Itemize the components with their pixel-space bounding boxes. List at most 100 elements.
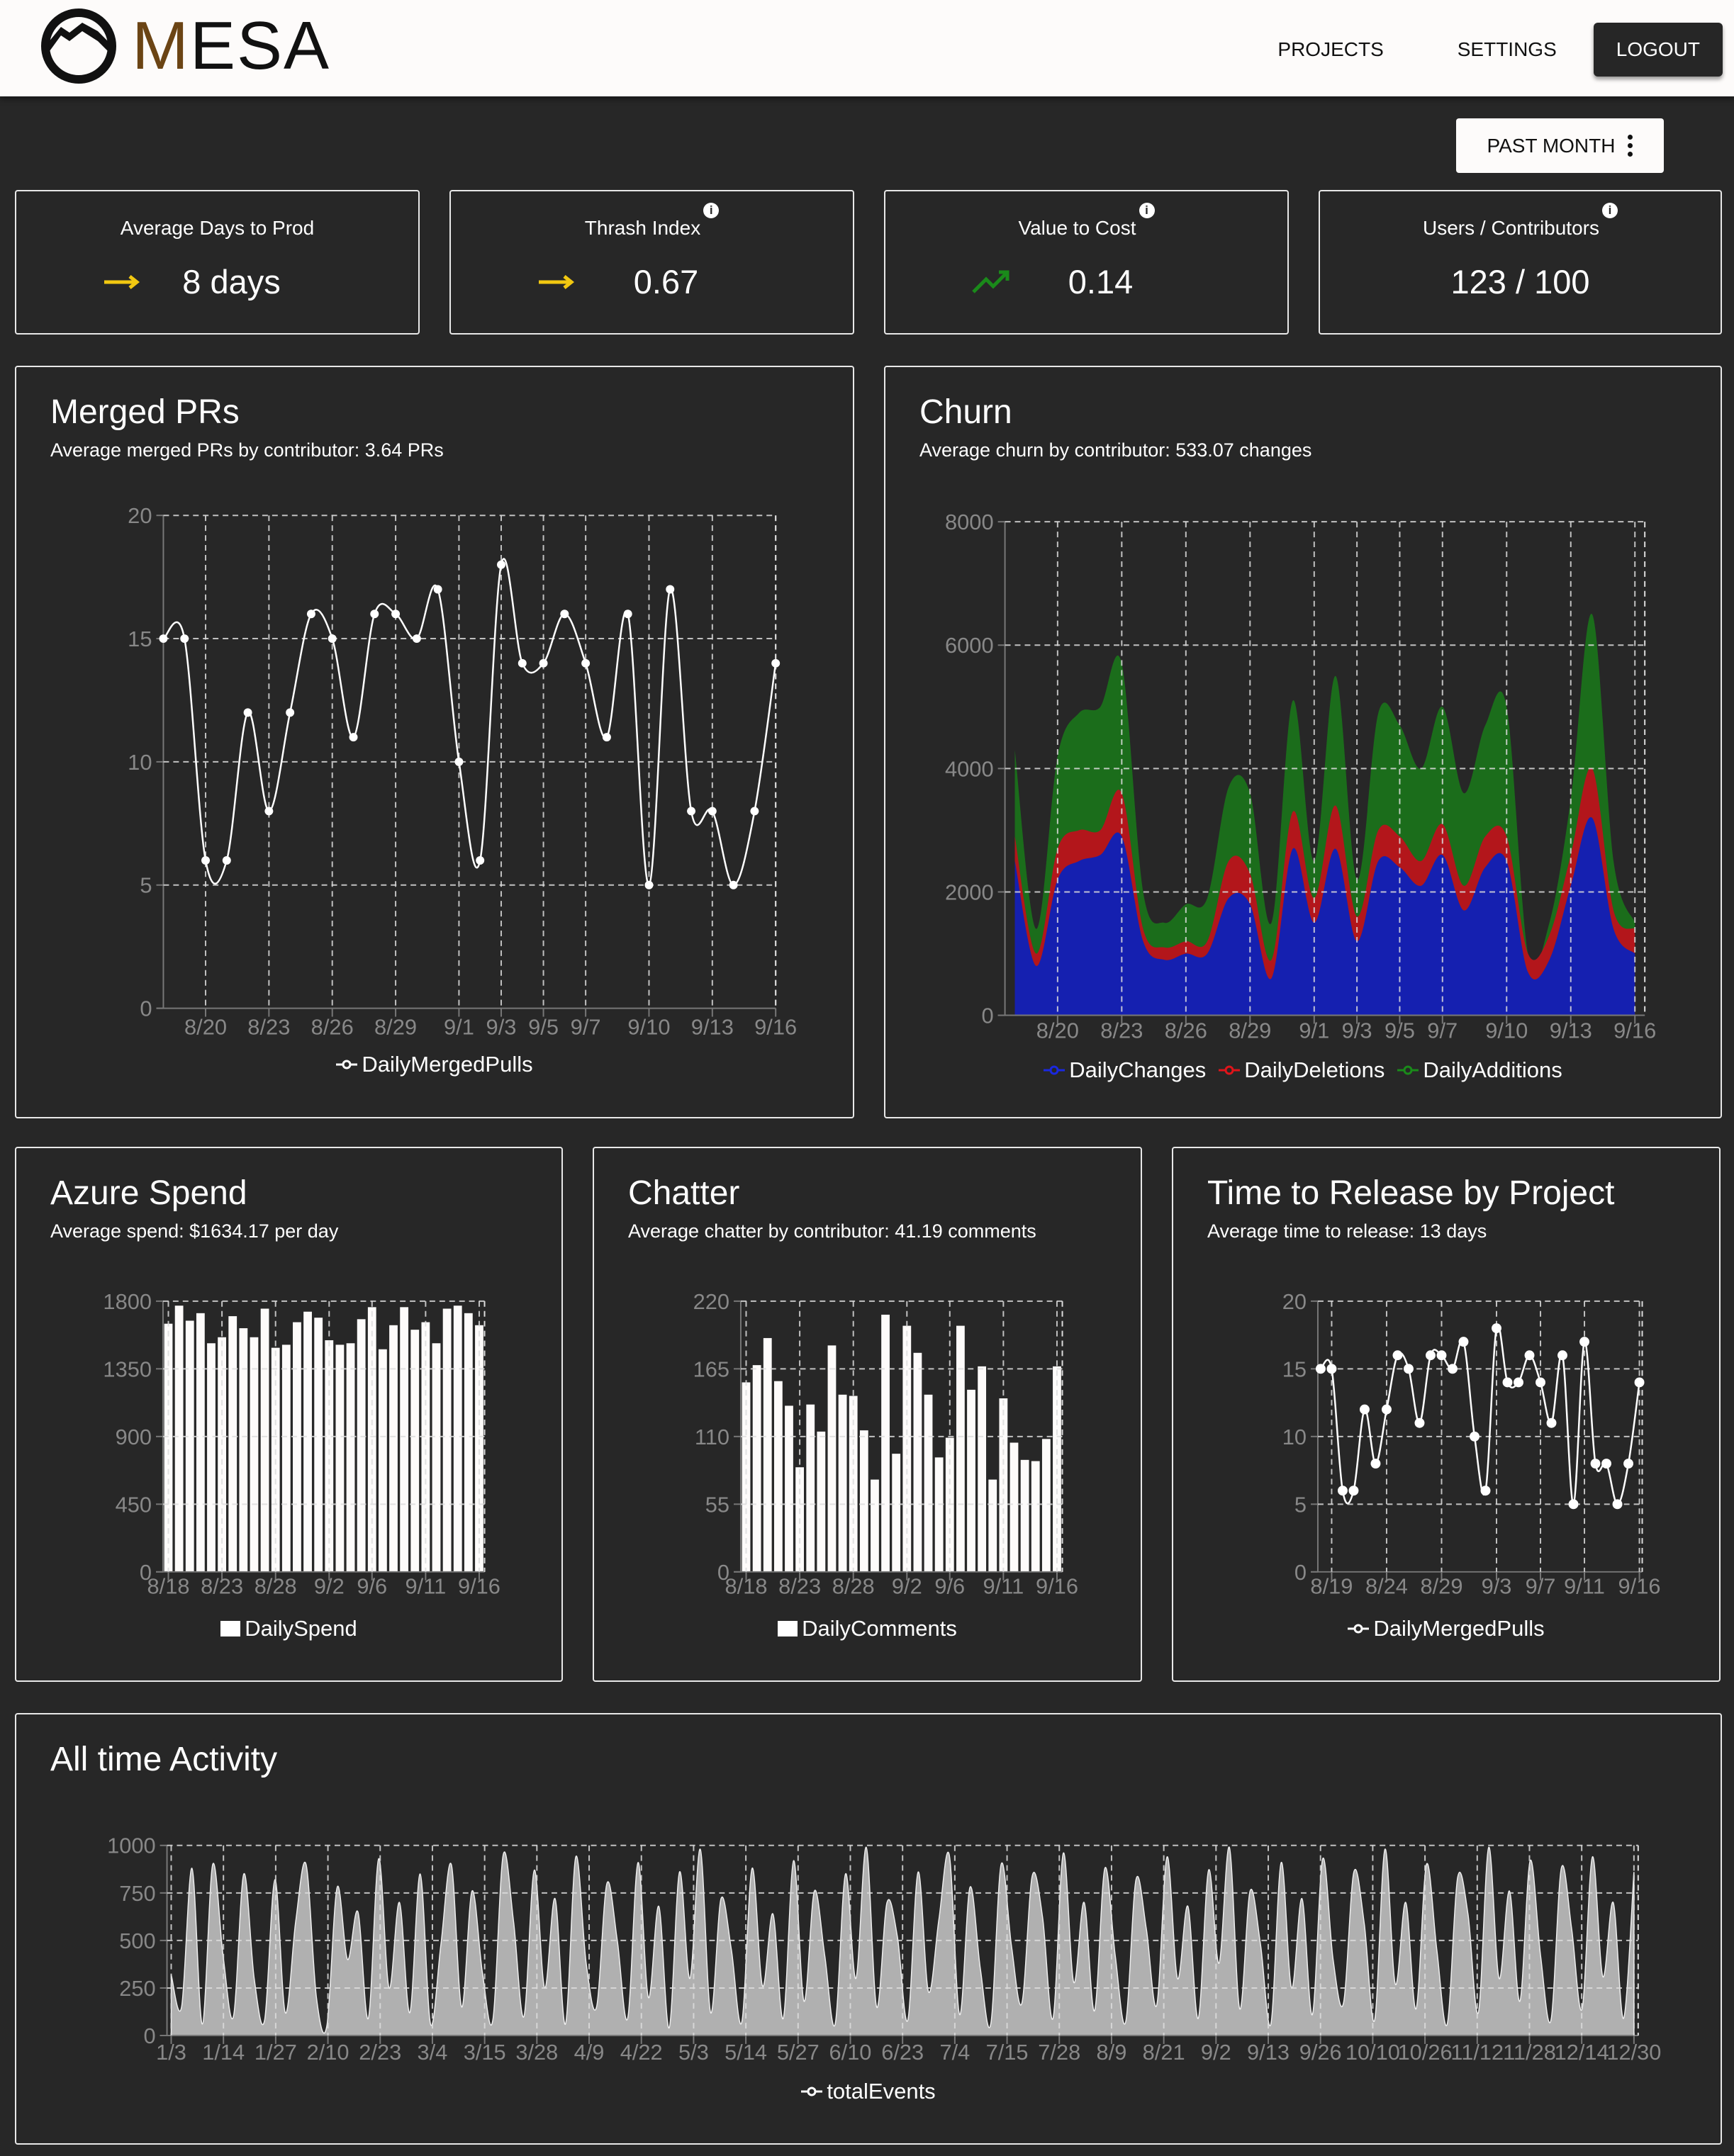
x-tick-label: 9/2 (892, 1574, 922, 1599)
y-tick-label: 0 (144, 2023, 156, 2048)
y-tick-label: 20 (128, 503, 152, 528)
y-tick-label: 20 (1282, 1289, 1307, 1314)
y-tick-label: 10 (128, 750, 152, 775)
legend-label: DailyDeletions (1244, 1057, 1385, 1082)
chart-marks (164, 1306, 483, 1572)
gridlines: 0 250 500 750 1000 1/3 1/14 1/27 2/10 2/23 3/4 3/15… (107, 1834, 1661, 2065)
bar (281, 1344, 291, 1572)
y-tick-label: 0 (717, 1560, 729, 1585)
card-subtitle: Average churn by contributor: 533.07 cha… (919, 439, 1312, 461)
gridlines: 0 450 900 1350 1800 8/18 8/23 8/28 9/2 9/6 9/11 9/1… (103, 1289, 500, 1599)
bar (378, 1349, 387, 1572)
merged-prs-chart: 0 5 10 15 20 8/20 8/23 8/26 8/29 9/1 9/3 9/5 9/7 9/10… (128, 503, 797, 1039)
line-marker-icon (1397, 1065, 1419, 1075)
x-tick-label: 9/13 (1550, 1018, 1592, 1043)
data-point (1348, 1486, 1359, 1496)
y-tick-label: 750 (119, 1881, 155, 1906)
chatter-card: 0 55 110 165 220 8/18 8/23 8/28 9/2 9/6 9/11 9/16 C… (593, 1147, 1142, 1682)
data-point (349, 733, 358, 742)
x-tick-label: 9/3 (486, 1014, 517, 1039)
data-point (433, 585, 442, 594)
gridlines: 0 5 10 15 20 8/19 8/24 8/29 9/3 9/7 9/11 9/16 (1282, 1289, 1661, 1599)
x-tick-label: 9/16 (1618, 1574, 1661, 1599)
data-point (1370, 1459, 1381, 1469)
x-tick-label: 8/24 (1365, 1574, 1408, 1599)
legend-label: DailyChanges (1069, 1057, 1207, 1082)
gridlines: 0 2000 4000 6000 8000 8/20 8/23 8/26 8/29 9/1 9/3 9… (945, 510, 1656, 1043)
x-tick-label: 4/9 (574, 2040, 605, 2065)
legend-item[interactable]: DailyMergedPulls (336, 1052, 533, 1077)
card-subtitle: Average spend: $1634.17 per day (50, 1220, 339, 1242)
period-select-button[interactable]: PAST MONTH (1456, 118, 1664, 173)
y-tick-label: 900 (116, 1425, 152, 1449)
legend-item-deletions[interactable]: DailyDeletions (1219, 1057, 1385, 1083)
bar (913, 1352, 922, 1572)
activity-chart: 0 250 500 750 1000 1/3 1/14 1/27 2/10 2/23 3/4 3/15… (107, 1834, 1661, 2065)
card-title: All time Activity (50, 1741, 278, 1778)
bar (871, 1479, 879, 1572)
period-label: PAST MONTH (1487, 134, 1616, 157)
series-line (1319, 1324, 1640, 1505)
trending-up-icon (972, 270, 1009, 293)
bar (752, 1365, 761, 1572)
bar (303, 1311, 312, 1572)
kpi-title-text: Users / Contributors (1423, 217, 1599, 239)
bar (859, 1430, 868, 1572)
bar (1041, 1439, 1051, 1572)
bar (881, 1314, 890, 1572)
nav-projects[interactable]: PROJECTS (1277, 38, 1384, 60)
bar (1020, 1459, 1029, 1572)
logo-text: MESA (132, 8, 331, 84)
bar (207, 1343, 216, 1572)
kpi-avg-days-to-prod: Average Days to Prod 8 days (15, 190, 420, 335)
bar (806, 1404, 815, 1572)
bar (464, 1313, 473, 1572)
mesa-logo[interactable]: MESA (40, 7, 330, 85)
arrow-right-icon (104, 275, 140, 289)
mesa-logo-icon (41, 9, 116, 84)
legend-item[interactable]: totalEvents (801, 2079, 936, 2104)
legend-item-additions[interactable]: DailyAdditions (1397, 1057, 1562, 1083)
legend-item[interactable]: DailyMergedPulls (1348, 1616, 1545, 1641)
x-tick-label: 9/7 (571, 1014, 601, 1039)
gridlines: 0 5 10 15 20 8/20 8/23 8/26 8/29 9/1 9/3 9/5 9/7 9/10… (128, 503, 797, 1039)
y-tick-label: 220 (693, 1289, 729, 1314)
kpi-thrash-index: Thrash Indexi 0.67 (449, 190, 854, 335)
x-tick-label: 7/4 (939, 2040, 970, 2065)
y-tick-label: 0 (1294, 1560, 1307, 1585)
bar (196, 1313, 205, 1572)
logout-button[interactable]: LOGOUT (1593, 23, 1723, 77)
info-icon[interactable]: i (703, 203, 720, 218)
legend-item[interactable]: DailySpend (220, 1616, 357, 1641)
y-tick-label: 0 (140, 1560, 152, 1585)
kpi-title-text: Thrash Index (584, 217, 701, 239)
info-icon[interactable]: i (1139, 203, 1155, 218)
legend-item-changes[interactable]: DailyChanges (1044, 1057, 1206, 1083)
y-tick-label: 8000 (945, 510, 994, 534)
y-tick-label: 0 (981, 1004, 993, 1028)
legend-item[interactable]: DailyComments (778, 1616, 957, 1641)
data-point (201, 855, 210, 865)
x-tick-label: 9/7 (1427, 1018, 1458, 1043)
x-tick-label: 8/20 (184, 1014, 227, 1039)
bar (742, 1382, 751, 1572)
nav-settings[interactable]: SETTINGS (1457, 38, 1557, 60)
bar (432, 1343, 441, 1572)
card-title: Merged PRs (50, 393, 240, 431)
chart-legend: DailyMergedPulls (1173, 1616, 1719, 1641)
azure-spend-chart: 0 450 900 1350 1800 8/18 8/23 8/28 9/2 9/6 9/11 9/1… (103, 1289, 500, 1599)
y-tick-label: 5 (1294, 1492, 1307, 1517)
info-icon[interactable]: i (1601, 203, 1618, 218)
bar (228, 1316, 237, 1572)
kpi-title-text: Value to Cost (1018, 217, 1136, 239)
legend-label: DailyComments (802, 1616, 957, 1641)
y-tick-label: 4000 (945, 756, 994, 781)
x-tick-label: 9/1 (1299, 1018, 1329, 1043)
x-tick-label: 8/18 (725, 1574, 768, 1599)
area-dailychanges (1014, 817, 1635, 1016)
bar (934, 1457, 944, 1572)
x-tick-label: 9/7 (1526, 1574, 1556, 1599)
x-tick-label: 9/6 (357, 1574, 387, 1599)
azure-spend-card: 0 450 900 1350 1800 8/18 8/23 8/28 9/2 9/6 9/11 9/1… (15, 1147, 563, 1682)
chart-legend: totalEvents (16, 2079, 1721, 2104)
